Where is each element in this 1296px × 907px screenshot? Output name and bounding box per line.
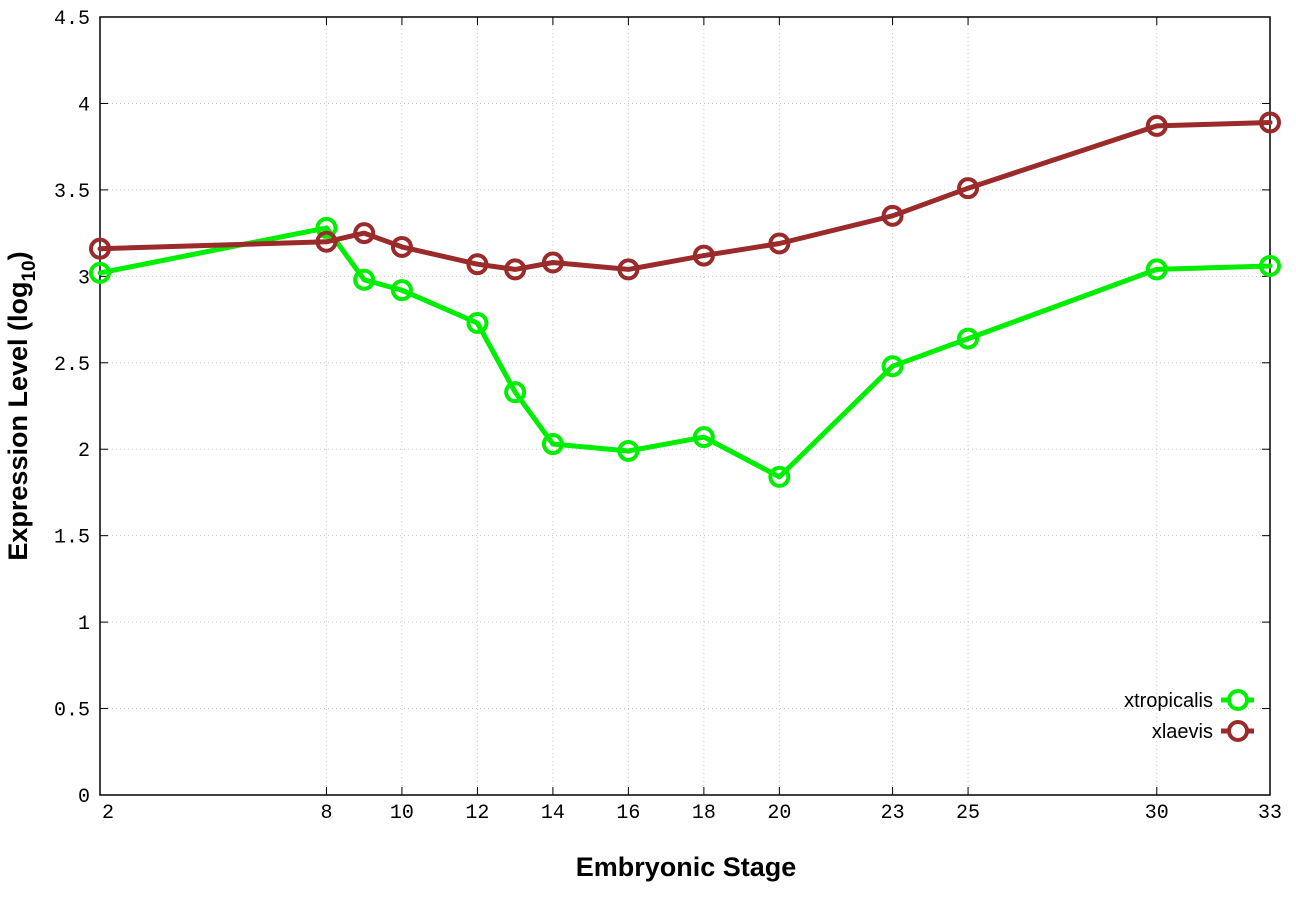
x-tick-label: 25: [956, 802, 980, 825]
series-line-xlaevis: [97, 120, 1273, 272]
data-point-xlaevis: [617, 258, 640, 281]
series-layer: [89, 111, 1281, 488]
x-tick-label: 16: [616, 802, 640, 825]
x-tick-label: 14: [541, 802, 565, 825]
x-tick-label: 8: [320, 802, 332, 825]
data-point-xlaevis: [692, 244, 715, 267]
x-tick-label: 10: [390, 802, 414, 825]
grid: [100, 17, 1270, 795]
data-point-xtropicalis: [466, 312, 489, 335]
data-point-xlaevis: [390, 235, 413, 258]
y-tick-label: 0: [78, 786, 90, 809]
y-tick-label: 4.5: [54, 8, 90, 31]
data-point-xtropicalis: [315, 216, 338, 239]
data-point-xtropicalis: [1145, 258, 1168, 281]
x-tick-label: 20: [767, 802, 791, 825]
data-point-xlaevis: [89, 237, 111, 260]
y-tick-label: 1: [78, 613, 90, 636]
data-point-xtropicalis: [541, 433, 564, 456]
legend: xtropicalis xlaevis: [1124, 689, 1254, 743]
y-tick-label: 4: [78, 94, 90, 117]
y-tick-label: 3.5: [54, 181, 90, 204]
data-point-xlaevis: [353, 222, 376, 245]
y-axis-title-subscript: 10: [19, 260, 40, 281]
x-axis-title: Embryonic Stage: [576, 852, 797, 882]
data-point-xtropicalis: [353, 268, 376, 291]
x-tick-label: 18: [692, 802, 716, 825]
y-tick-label: 2.5: [54, 354, 90, 377]
data-point-xtropicalis: [1259, 254, 1281, 277]
data-point-xtropicalis: [390, 279, 413, 302]
y-axis-title-main: Expression Level (log: [3, 282, 33, 561]
data-point-xtropicalis: [692, 426, 715, 449]
y-tick-label: 2: [78, 440, 90, 463]
legend-swatch-marker: [1227, 689, 1249, 711]
data-point-xlaevis: [1259, 111, 1281, 134]
x-tick-label: 30: [1145, 802, 1169, 825]
data-point-xtropicalis: [89, 261, 111, 284]
data-point-xtropicalis: [768, 465, 791, 488]
x-tick-label: 2: [102, 802, 114, 825]
data-point-xtropicalis: [957, 327, 980, 350]
data-point-xlaevis: [768, 232, 791, 255]
y-tick-label: 3: [78, 267, 90, 290]
data-point-xtropicalis: [617, 439, 640, 462]
plot-frame: [99, 16, 1271, 796]
series-line-xtropicalis: [97, 225, 1273, 480]
y-axis-title-close: ): [3, 251, 33, 260]
data-point-xlaevis: [1145, 114, 1168, 137]
y-axis-title: Expression Level (log10): [3, 251, 40, 560]
data-point-xlaevis: [466, 253, 489, 276]
data-point-xtropicalis: [881, 355, 904, 378]
data-point-xlaevis: [881, 204, 904, 227]
x-tick-label: 12: [465, 802, 489, 825]
y-tick-label: 0.5: [54, 700, 90, 723]
x-tick-label: 33: [1258, 802, 1282, 825]
data-point-xlaevis: [541, 251, 564, 274]
legend-label: xtropicalis: [1124, 690, 1213, 712]
axis-ticks: 0 0.5 1 1.5 2 2.5 3 3.5 4 4.5 2 8 10 12 14 16 18 20 23 25 30…: [54, 8, 1282, 825]
data-point-xlaevis: [504, 258, 527, 281]
data-point-xlaevis: [315, 230, 338, 253]
data-point-xtropicalis: [504, 381, 527, 404]
legend-label: xlaevis: [1152, 721, 1213, 743]
x-tick-label: 23: [881, 802, 905, 825]
legend-swatch-marker: [1227, 720, 1249, 742]
data-point-xlaevis: [957, 177, 980, 200]
y-tick-label: 1.5: [54, 527, 90, 550]
